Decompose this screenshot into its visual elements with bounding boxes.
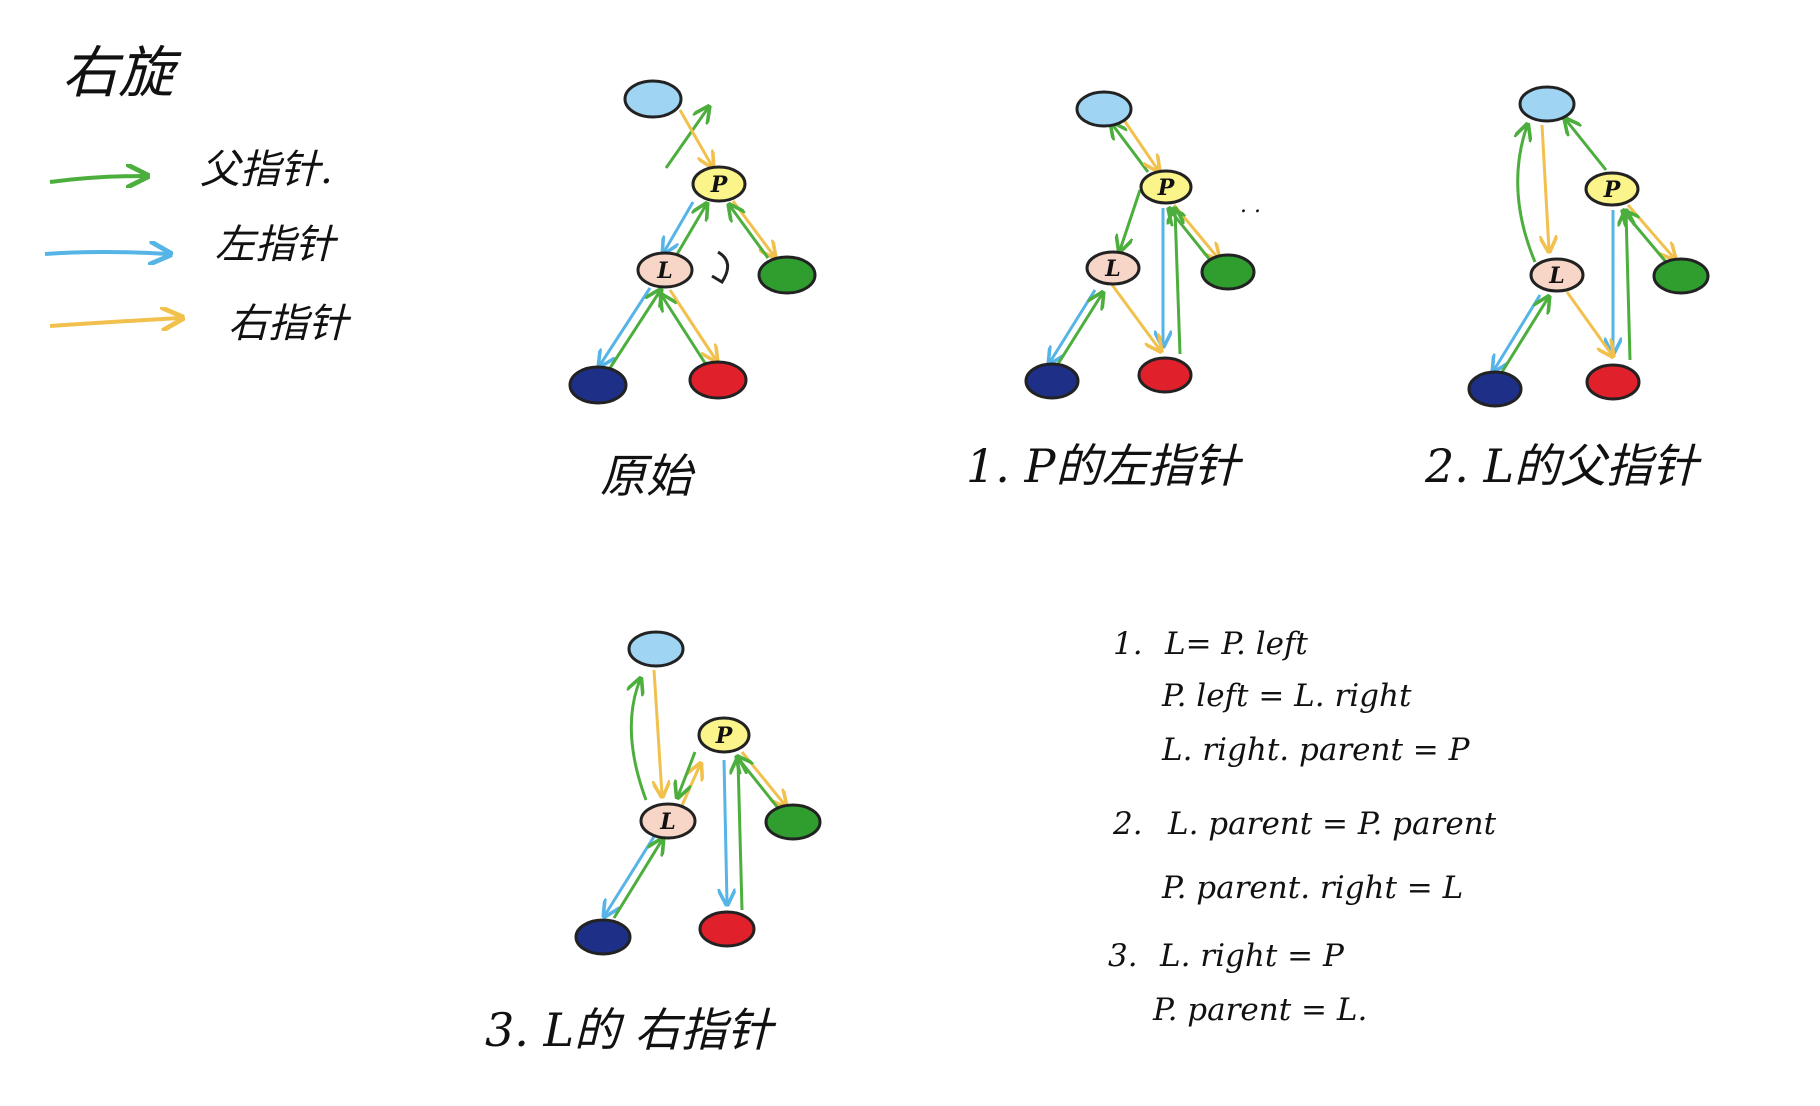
red-node	[698, 910, 756, 948]
code-line: P. parent. right = L	[1161, 870, 1463, 906]
node-p	[1139, 169, 1193, 205]
green-node	[757, 255, 817, 295]
diagram-title: 右旋	[62, 41, 182, 106]
node-p	[691, 165, 747, 203]
yellow-arrow-icon	[49, 318, 180, 326]
ellipsis-mark: . .	[1240, 193, 1261, 218]
legend-left-label: 左指针	[215, 222, 339, 268]
node-l	[636, 251, 694, 289]
navy-node	[574, 918, 632, 956]
code-step-number: 1.	[1113, 626, 1143, 662]
edges	[600, 108, 774, 368]
tree-diagram-step-2: P L 2. L的父指针	[1424, 85, 1710, 493]
green-node	[1200, 253, 1256, 291]
root-node	[627, 630, 685, 668]
diagram-caption-step-1: 1. P的左指针	[966, 439, 1243, 493]
diagram-caption-step-2: 2. L的父指针	[1424, 439, 1702, 493]
node-l-label: L	[1104, 256, 1120, 282]
root-node	[1075, 90, 1133, 128]
rotate-arrow-icon	[711, 250, 730, 285]
edges	[1494, 120, 1674, 372]
node-l-label: L	[656, 258, 672, 284]
legend-right-pointer: 右指针	[49, 301, 352, 347]
green-node	[764, 803, 822, 841]
navy-node	[568, 365, 628, 405]
navy-node	[1024, 362, 1080, 400]
blue-arrow-icon	[44, 252, 168, 254]
edges	[605, 669, 785, 918]
tree-diagram-original: P L 原始	[568, 79, 817, 503]
navy-node	[1467, 370, 1523, 408]
node-p-label: P	[1157, 175, 1176, 201]
node-l	[639, 802, 697, 840]
root-node	[1518, 85, 1576, 123]
node-p-label: P	[715, 723, 734, 749]
code-line: P. parent = L.	[1152, 992, 1367, 1028]
diagram-caption-original: 原始	[600, 449, 696, 503]
node-l-label: L	[1548, 263, 1564, 289]
legend: 父指针. 左指针 右指针	[44, 147, 352, 347]
code-line: L= P. left	[1164, 626, 1308, 662]
legend-right-label: 右指针	[228, 301, 352, 347]
code-step-1: 1. L= P. left P. left = L. right L. righ…	[1113, 626, 1471, 768]
green-node	[1652, 257, 1710, 295]
code-step-number: 3.	[1108, 938, 1138, 974]
red-node	[1137, 356, 1193, 394]
code-step-2: 2. L. parent = P. parent P. parent. righ…	[1112, 806, 1497, 906]
legend-left-pointer: 左指针	[44, 222, 339, 268]
red-node	[1585, 363, 1641, 401]
node-l	[1529, 257, 1585, 293]
code-step-number: 2.	[1112, 806, 1143, 842]
legend-parent-pointer: 父指针.	[49, 147, 333, 193]
code-line: P. left = L. right	[1161, 678, 1412, 714]
code-steps: 1. L= P. left P. left = L. right L. righ…	[1108, 626, 1497, 1028]
node-p	[1584, 171, 1640, 207]
node-l	[1085, 250, 1141, 286]
code-line: L. right. parent = P	[1161, 732, 1471, 768]
node-p-label: P	[710, 172, 729, 198]
tree-diagram-step-1: P L . . 1. P的左指针	[966, 90, 1261, 493]
node-l-label: L	[659, 809, 675, 835]
legend-parent-label: 父指针.	[200, 147, 333, 193]
code-line: L. right = P	[1159, 938, 1345, 974]
green-arrow-icon	[49, 176, 145, 182]
code-line: L. parent = P. parent	[1167, 806, 1497, 842]
tree-diagram-step-3: P L 3. L的 右指针	[485, 630, 822, 1057]
red-node	[688, 360, 748, 400]
node-p-label: P	[1603, 177, 1622, 203]
code-step-3: 3. L. right = P P. parent = L.	[1108, 938, 1367, 1028]
root-node	[623, 79, 683, 119]
diagram-caption-step-3: 3. L的 右指针	[485, 1003, 777, 1057]
node-p	[697, 716, 751, 754]
edges	[1050, 120, 1218, 364]
